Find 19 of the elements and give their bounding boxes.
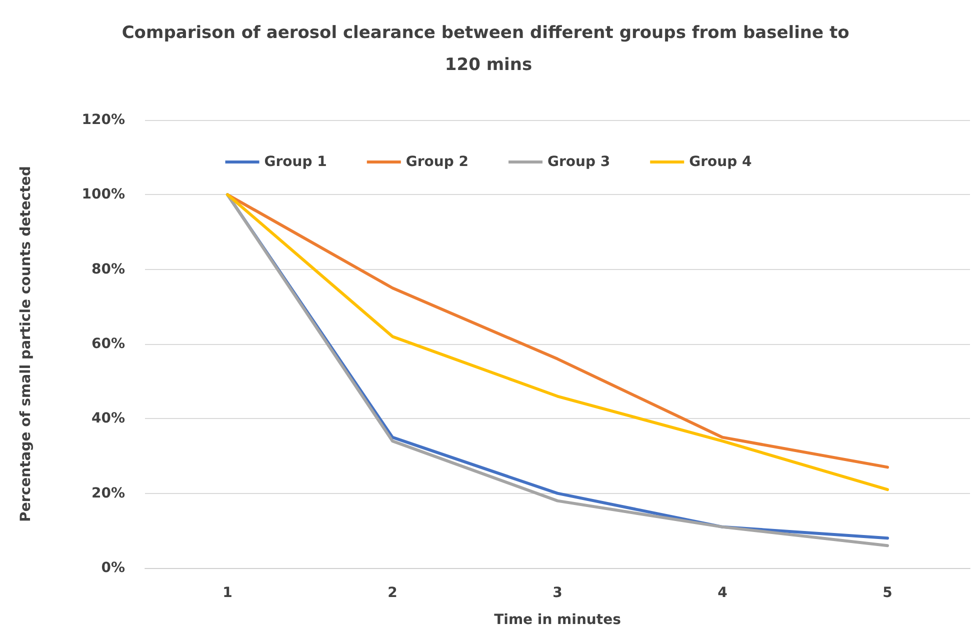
- y-tick-label: 100%: [82, 186, 125, 203]
- y-tick-label: 120%: [82, 112, 125, 128]
- y-axis-title: Percentage of small particle counts detected: [18, 166, 34, 522]
- y-tick-label: 0%: [101, 560, 125, 576]
- legend-label: Group 4: [689, 154, 752, 170]
- x-tick-label: 4: [718, 585, 728, 601]
- x-tick-label: 2: [388, 585, 398, 601]
- y-tick-label: 20%: [91, 485, 125, 502]
- chart-title: Comparison of aerosol clearance between different groups from baseline to 120 mins: [122, 23, 856, 75]
- y-tick-label: 80%: [91, 261, 125, 278]
- legend-label: Group 2: [406, 154, 469, 170]
- x-tick-label: 3: [552, 585, 562, 601]
- x-axis-title: Time in minutes: [494, 612, 621, 628]
- x-tick-label: 5: [882, 585, 892, 601]
- x-tick-label: 1: [222, 585, 232, 601]
- legend-label: Group 3: [548, 154, 610, 170]
- y-tick-label: 40%: [91, 410, 125, 427]
- y-tick-label: 60%: [91, 336, 125, 352]
- legend-label: Group 1: [264, 154, 327, 170]
